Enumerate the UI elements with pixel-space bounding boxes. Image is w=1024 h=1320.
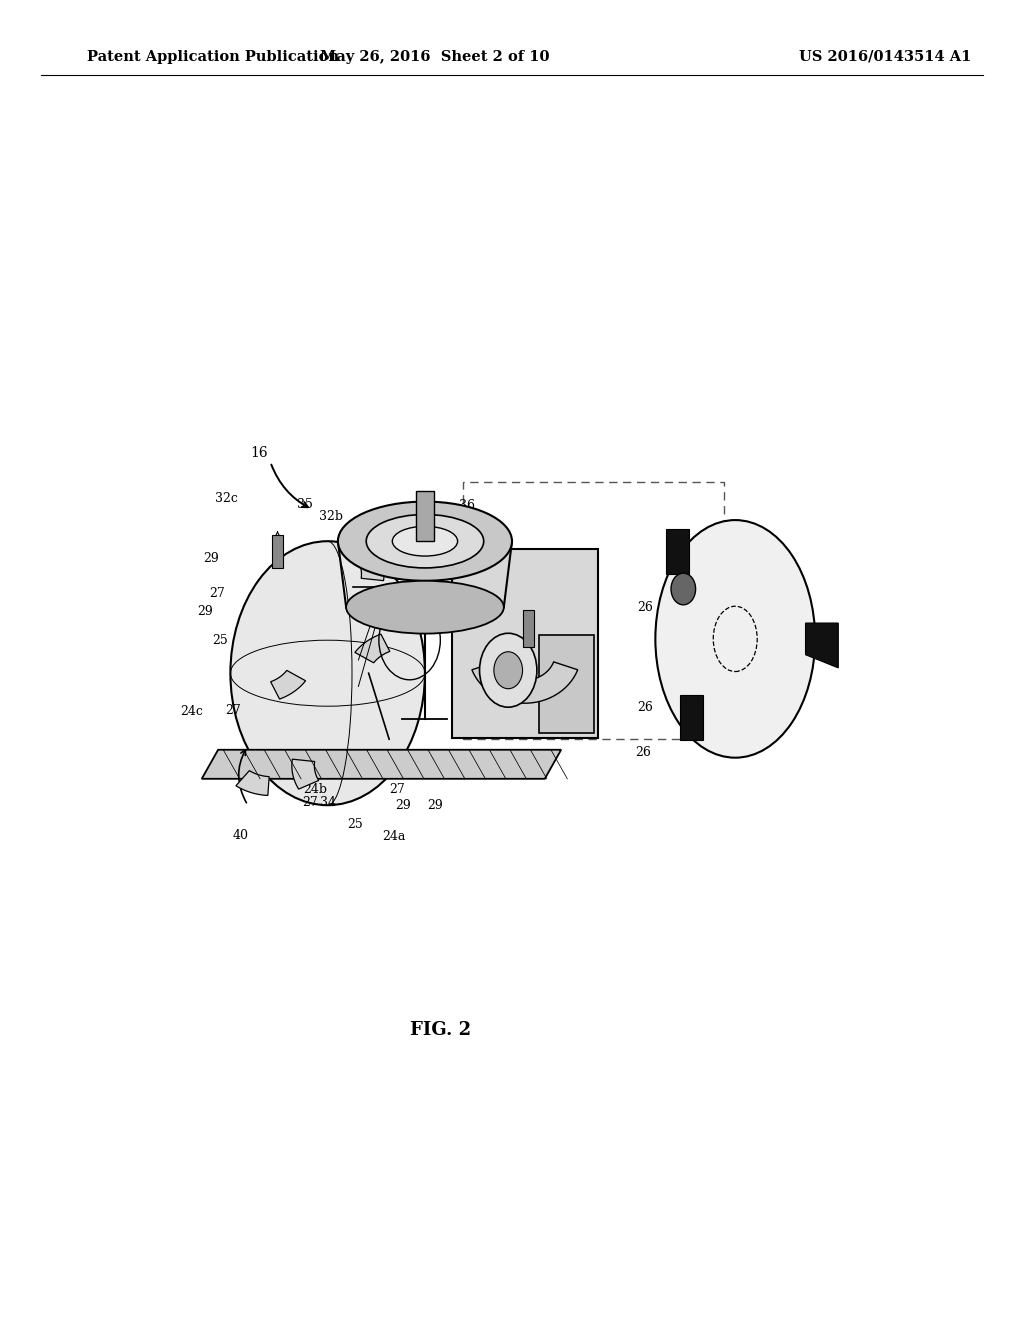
Text: 22: 22 (736, 685, 753, 698)
Text: 38: 38 (493, 528, 509, 541)
Text: 29: 29 (197, 605, 213, 618)
Polygon shape (355, 634, 390, 663)
Ellipse shape (346, 581, 504, 634)
Text: 34: 34 (319, 796, 336, 809)
Bar (416, 491, 434, 541)
Bar (463, 482, 724, 739)
Circle shape (479, 634, 537, 708)
Ellipse shape (230, 541, 425, 805)
Polygon shape (806, 623, 839, 668)
Polygon shape (357, 550, 384, 581)
Text: 20: 20 (356, 521, 373, 535)
Text: 36: 36 (459, 499, 475, 512)
Text: 25: 25 (347, 818, 364, 832)
Text: 32b: 32b (318, 510, 343, 523)
Text: 32a: 32a (532, 570, 555, 583)
Text: 34: 34 (404, 513, 421, 527)
Polygon shape (667, 528, 689, 573)
Bar (539, 635, 594, 733)
Text: 27: 27 (225, 704, 242, 717)
Text: 27: 27 (302, 796, 318, 809)
Text: 26: 26 (637, 601, 653, 614)
Text: 29: 29 (203, 552, 219, 565)
Text: 29: 29 (395, 799, 412, 812)
Ellipse shape (392, 527, 458, 556)
FancyBboxPatch shape (452, 549, 598, 738)
Bar (523, 610, 534, 647)
Text: May 26, 2016  Sheet 2 of 10: May 26, 2016 Sheet 2 of 10 (321, 50, 550, 63)
Ellipse shape (338, 502, 512, 581)
Polygon shape (386, 550, 420, 576)
Text: 26: 26 (635, 746, 651, 759)
Polygon shape (472, 661, 578, 704)
Text: 26: 26 (637, 701, 653, 714)
Circle shape (494, 652, 522, 689)
Polygon shape (202, 750, 561, 779)
Ellipse shape (655, 520, 815, 758)
Text: 30: 30 (421, 504, 437, 517)
Polygon shape (292, 759, 318, 789)
Polygon shape (270, 671, 305, 700)
Text: 27: 27 (209, 587, 225, 601)
Text: 24b: 24b (303, 783, 328, 796)
Text: 24a: 24a (383, 830, 406, 843)
Text: 27: 27 (389, 783, 406, 796)
Text: 29: 29 (427, 799, 443, 812)
Text: 32c: 32c (215, 492, 238, 506)
Text: US 2016/0143514 A1: US 2016/0143514 A1 (799, 50, 971, 63)
Text: 24c: 24c (180, 705, 203, 718)
Polygon shape (236, 771, 269, 796)
Text: 16: 16 (250, 446, 267, 459)
Text: 35: 35 (297, 498, 313, 511)
Text: 26: 26 (773, 607, 790, 620)
Polygon shape (680, 694, 702, 739)
Text: FIG. 2: FIG. 2 (410, 1020, 471, 1039)
Bar (272, 535, 283, 568)
Text: 28: 28 (382, 513, 398, 527)
Ellipse shape (367, 515, 483, 568)
Text: Patent Application Publication: Patent Application Publication (87, 50, 339, 63)
Text: 40: 40 (232, 829, 249, 842)
Text: 25: 25 (212, 634, 228, 647)
Text: 35: 35 (525, 719, 542, 733)
Circle shape (671, 573, 695, 605)
